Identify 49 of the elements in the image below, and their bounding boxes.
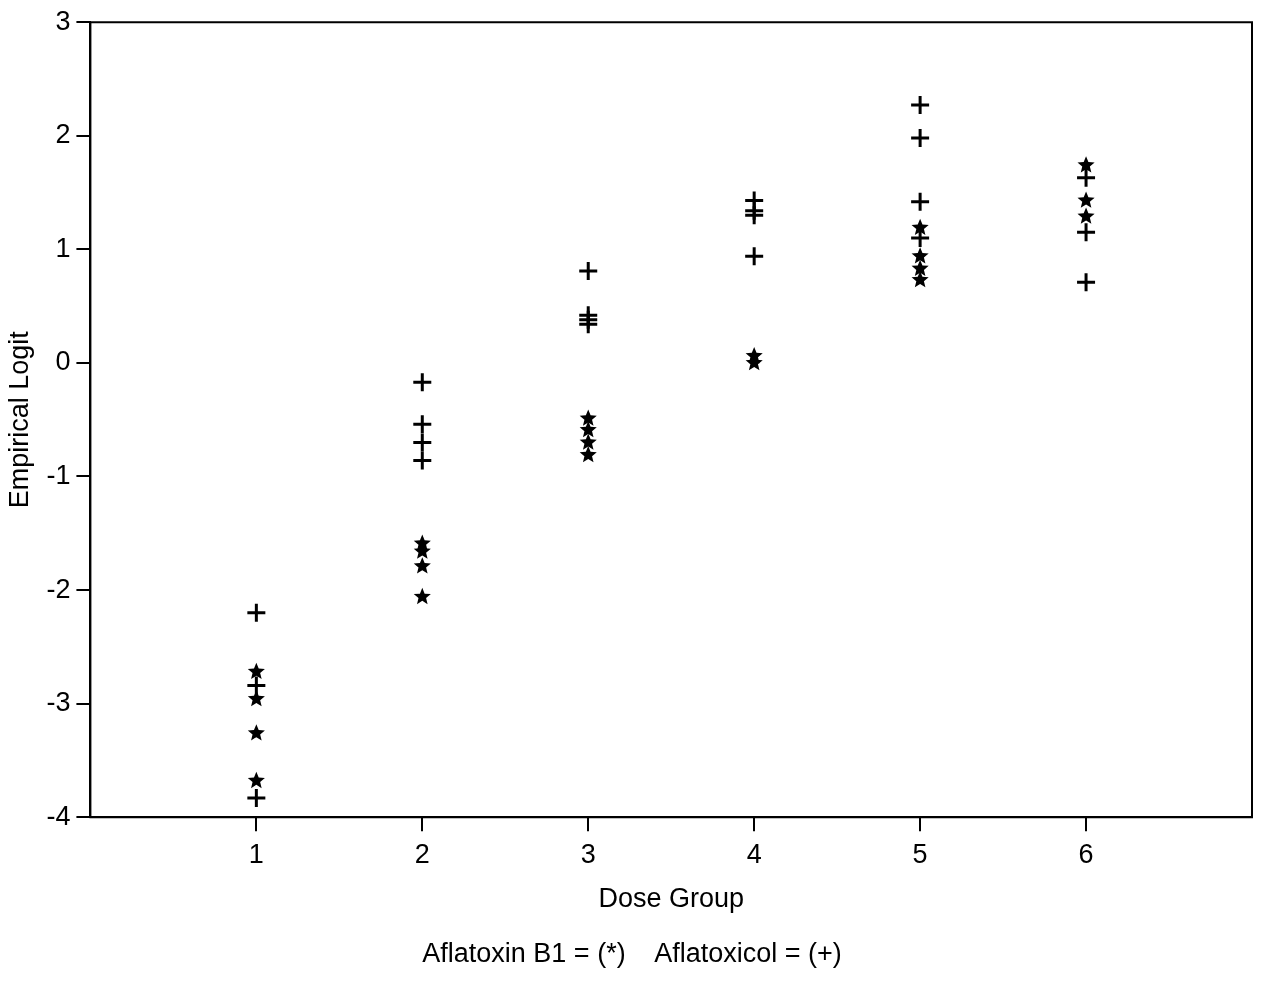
point xyxy=(911,218,929,236)
point xyxy=(1075,271,1097,293)
y-tick-label: 1 xyxy=(55,232,71,263)
x-tick-label: 6 xyxy=(1078,838,1094,869)
y-tick-label: -3 xyxy=(46,687,71,718)
x-tick-label: 5 xyxy=(912,838,928,869)
x-tick-label: 4 xyxy=(746,838,762,869)
point xyxy=(411,413,433,435)
point xyxy=(247,724,265,741)
point xyxy=(1077,207,1095,224)
point xyxy=(247,662,265,680)
point xyxy=(413,557,431,574)
text: Aflatoxin B1 = (*) Aflatoxicol = (+) xyxy=(421,938,843,969)
point xyxy=(579,445,597,463)
x-tick-label: 1 xyxy=(248,838,264,869)
y-tick-label: -1 xyxy=(46,459,71,490)
y-tick-label: 2 xyxy=(55,119,71,150)
point xyxy=(245,787,267,809)
y-tick-label: 3 xyxy=(55,5,71,36)
point xyxy=(1075,167,1097,189)
point xyxy=(247,690,265,707)
point xyxy=(579,420,597,438)
y-tick-label: -2 xyxy=(46,573,71,604)
x-axis-title: Dose Group xyxy=(598,883,744,914)
y-axis-title: Empirical Logit xyxy=(3,330,34,509)
point xyxy=(577,260,599,282)
point xyxy=(411,450,433,472)
point xyxy=(411,431,433,453)
point xyxy=(1075,221,1097,243)
point xyxy=(911,271,929,288)
point xyxy=(579,409,597,426)
y-tick-label: 0 xyxy=(55,346,71,377)
point xyxy=(911,247,929,264)
x-tick-label: 3 xyxy=(580,838,596,869)
point xyxy=(1077,191,1095,208)
point xyxy=(247,771,265,789)
y-tick-label: -4 xyxy=(46,800,71,831)
x-tick-label: 2 xyxy=(414,838,430,869)
point xyxy=(411,371,433,393)
point xyxy=(245,674,267,696)
point xyxy=(909,94,931,116)
point xyxy=(909,127,931,149)
point xyxy=(1077,156,1095,173)
point xyxy=(743,245,765,267)
point xyxy=(413,587,431,605)
point xyxy=(579,433,597,450)
point xyxy=(909,191,931,213)
point xyxy=(245,602,267,624)
point xyxy=(911,259,929,276)
